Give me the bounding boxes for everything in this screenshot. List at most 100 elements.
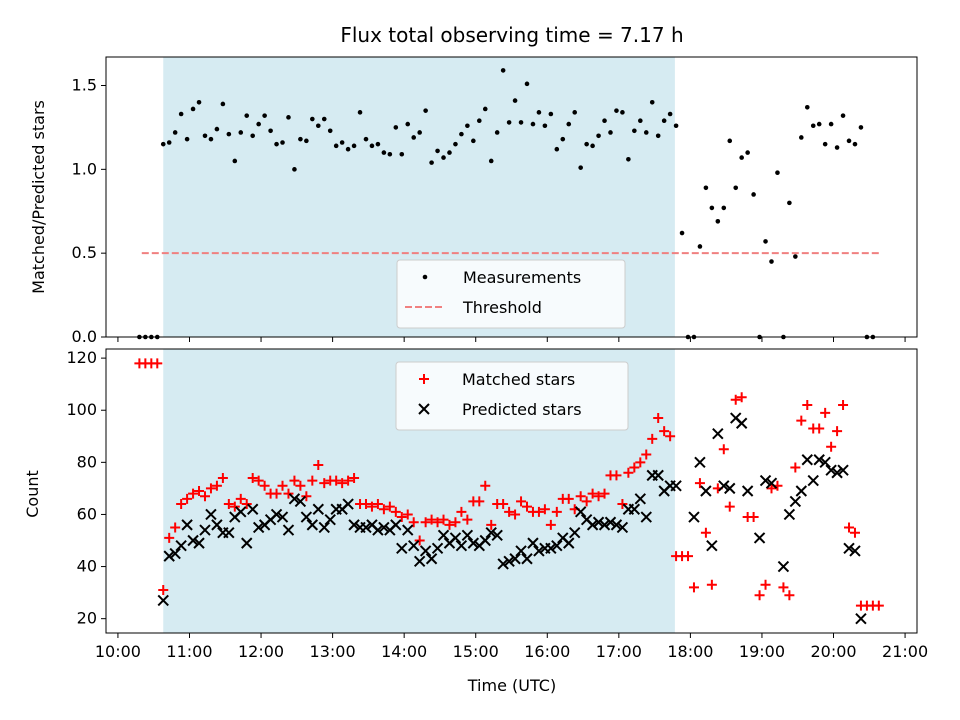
- measurement-point: [655, 133, 661, 139]
- measurement-point: [387, 151, 393, 157]
- matched-star-point: [235, 493, 246, 504]
- predicted-star-point: [449, 532, 462, 544]
- x-tick-label: 16:00: [524, 642, 570, 661]
- matched-star-point: [641, 449, 652, 460]
- matched-star-point: [873, 600, 884, 611]
- measurement-point: [620, 110, 625, 115]
- predicted-star-point: [795, 485, 808, 497]
- measurement-point: [787, 200, 792, 206]
- measurement-point: [709, 205, 715, 211]
- measurement-point: [310, 116, 315, 122]
- matched-star-point: [694, 478, 705, 489]
- predicted-star-point: [479, 534, 491, 547]
- predicted-star-point: [837, 464, 849, 476]
- predicted-star-point: [586, 519, 599, 531]
- matched-star-point: [438, 514, 449, 525]
- matched-star-point: [456, 506, 467, 517]
- measurement-point: [643, 130, 649, 135]
- predicted-star-point: [670, 480, 682, 492]
- predicted-star-point: [789, 495, 802, 508]
- predicted-star-point: [533, 545, 545, 557]
- matched-star-point: [838, 400, 849, 411]
- predicted-star-point: [288, 493, 301, 505]
- predicted-star-point: [157, 594, 169, 607]
- measurement-point: [739, 155, 744, 160]
- predicted-star-point: [211, 519, 223, 531]
- measurement-point: [775, 170, 780, 175]
- measurement-point: [596, 133, 601, 139]
- measurement-point: [262, 113, 267, 118]
- predicted-star-point: [282, 524, 295, 536]
- predicted-star-point: [270, 508, 283, 521]
- x-tick-label: 13:00: [310, 642, 356, 661]
- predicted-star-point: [300, 511, 313, 523]
- y-tick-label: 0.0: [72, 327, 97, 346]
- predicted-star-point: [634, 493, 647, 505]
- predicted-star-point: [819, 456, 831, 469]
- predicted-star-point: [521, 553, 533, 565]
- predicted-star-point: [831, 467, 843, 479]
- predicted-star-point: [765, 477, 778, 489]
- predicted-star-point: [724, 482, 736, 495]
- predicted-star-point: [276, 511, 289, 523]
- measurement-point: [190, 106, 196, 112]
- measurement-point: [804, 104, 810, 110]
- measurement-point: [834, 145, 840, 150]
- legend-box: [395, 361, 629, 431]
- legend-label: Predicted stars: [462, 400, 582, 419]
- matched-star-point: [551, 506, 562, 517]
- matched-star-point: [826, 441, 837, 452]
- predicted-star-point: [437, 529, 450, 542]
- legend-box: [396, 259, 626, 329]
- matched-star-point: [390, 506, 401, 517]
- matched-star-point: [760, 579, 771, 590]
- series-measurements: [137, 68, 876, 340]
- predicted-star-point: [628, 503, 641, 515]
- matched-star-point: [432, 517, 443, 528]
- matched-star-point: [814, 423, 825, 434]
- matched-star-point: [587, 488, 598, 499]
- measurement-point: [506, 120, 512, 125]
- matched-star-point: [241, 499, 252, 510]
- measurement-point: [548, 111, 554, 117]
- y-tick-label: 60: [77, 504, 97, 523]
- measurement-point: [626, 156, 631, 162]
- measurement-point: [560, 136, 566, 142]
- measurement-point: [751, 192, 756, 197]
- predicted-star-point: [616, 521, 629, 534]
- matched-star-point: [450, 517, 461, 528]
- legend-label: Measurements: [463, 268, 581, 287]
- matched-star-point: [372, 499, 383, 510]
- predicted-star-point: [169, 547, 181, 560]
- measurement-point: [238, 130, 244, 135]
- predicted-star-point: [610, 519, 623, 531]
- predicted-star-point: [348, 519, 360, 531]
- measurement-point: [673, 123, 679, 129]
- measurement-point: [679, 230, 685, 236]
- measurement-point: [536, 110, 542, 115]
- matched-star-point: [158, 585, 169, 596]
- matched-star-point: [754, 590, 765, 601]
- bottom-ylabel: Count: [23, 470, 42, 518]
- predicted-star-point: [318, 521, 330, 534]
- matched-star-point: [194, 486, 205, 496]
- predicted-star-point: [175, 540, 187, 552]
- measurement-point: [542, 123, 548, 129]
- matched-star-point: [301, 491, 312, 502]
- y-tick-label: 1.0: [72, 159, 97, 178]
- predicted-star-point: [187, 534, 199, 547]
- bottom-panel: 20 40 60 80 100 120 10:00 11:00 12:00 13:00 14:00 1…: [66, 348, 928, 661]
- measurement-point: [554, 146, 560, 152]
- measurement-point: [649, 99, 655, 105]
- predicted-star-point: [396, 542, 408, 555]
- matched-star-point: [516, 496, 527, 507]
- matched-star-point: [462, 514, 473, 525]
- predicted-star-point: [431, 542, 444, 555]
- predicted-star-point: [497, 558, 509, 570]
- predicted-star-point: [753, 532, 766, 544]
- predicted-star-point: [193, 537, 205, 549]
- predicted-star-point: [235, 506, 247, 518]
- measurement-point: [584, 141, 589, 147]
- predicted-star-point: [563, 537, 575, 549]
- measurement-point: [327, 128, 333, 134]
